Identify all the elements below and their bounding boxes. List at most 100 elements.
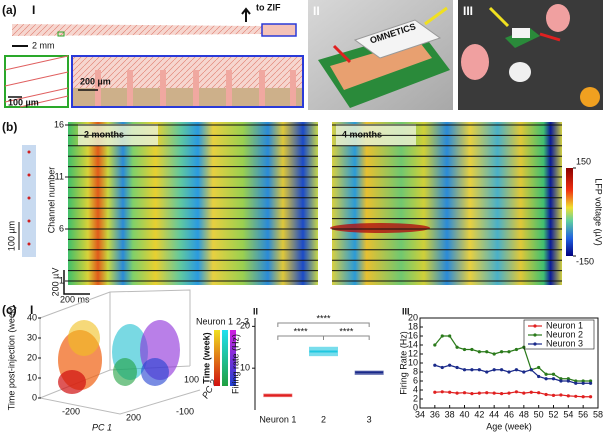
x-tick-label: 2 (321, 414, 326, 424)
z-tick: 0 (32, 392, 37, 402)
y-tick-label: 16 (54, 119, 64, 129)
x-tick-label: 40 (459, 409, 469, 419)
ear (546, 4, 570, 32)
sub-label: III (463, 4, 473, 18)
point (485, 391, 489, 395)
x-tick-label: 3 (367, 414, 372, 424)
point (581, 381, 585, 385)
heatmap-hotspot (330, 223, 430, 233)
heatmap (332, 122, 562, 285)
box-3d (39, 289, 201, 415)
y-tick-label: 2 (413, 393, 418, 403)
scale-label: 200 µm (80, 76, 111, 86)
heatmap-title: 2 months (84, 129, 124, 139)
legend-label: 2 (236, 316, 241, 326)
colorbar-tick: 150 (576, 156, 591, 166)
point (433, 390, 437, 394)
pc2-tick: 100 (184, 374, 199, 384)
point (566, 379, 570, 383)
point (514, 347, 519, 352)
scale-label: 200 ms (60, 294, 90, 304)
point (574, 394, 578, 398)
x-tick-label: Neuron 1 (259, 414, 296, 424)
cluster (68, 320, 100, 356)
point (440, 365, 444, 370)
point (581, 379, 585, 383)
point (477, 391, 481, 395)
point (588, 395, 593, 399)
scale-label: 100 µm (6, 221, 16, 251)
point (522, 391, 526, 395)
scale-label: 2 mm (32, 40, 55, 50)
y-tick-label: 12 (408, 348, 418, 358)
eye (509, 62, 531, 82)
y-axis-label: Firing Rate (Hz) (398, 331, 408, 395)
heatmap (68, 122, 318, 285)
point (588, 379, 593, 383)
arrow (424, 6, 448, 26)
point (537, 365, 541, 370)
significance: **** (316, 313, 331, 323)
series-line (434, 391, 591, 398)
legend-label: 3 (244, 316, 249, 326)
y-tick-label: 20 (240, 321, 250, 331)
x-tick-label: 58 (593, 409, 603, 419)
x-tick-label: 54 (563, 409, 573, 419)
point (559, 377, 563, 381)
point (581, 395, 585, 399)
z-axis-label: Time post-injection (week) (6, 306, 16, 411)
y-tick-label: 4 (413, 384, 418, 394)
point (485, 370, 489, 374)
colorbar-tick: -150 (576, 256, 594, 266)
z-tick: 20 (27, 352, 37, 362)
point (499, 350, 504, 354)
point (559, 379, 563, 383)
bracket (277, 322, 370, 327)
point (551, 393, 556, 397)
sub-label: II (313, 4, 320, 18)
y-tick-label: 18 (408, 321, 418, 331)
point (470, 368, 474, 372)
point (544, 377, 548, 381)
probe-shank (22, 145, 36, 257)
panel-label: (b) (2, 120, 17, 134)
bracket (277, 335, 324, 340)
point (529, 390, 533, 394)
y-tick-label: 6 (413, 375, 418, 385)
point (455, 365, 459, 370)
x-tick-label: 48 (519, 409, 529, 419)
point (477, 350, 481, 354)
legend-label: Neuron 1 (546, 320, 583, 330)
z-tick: 30 (27, 332, 37, 342)
y-tick-label: 1 (59, 275, 64, 285)
traces (68, 124, 562, 282)
y-axis-label: Channel number (46, 167, 56, 234)
y-tick-label: 14 (408, 339, 418, 349)
blue-box (261, 23, 297, 37)
time-bar (214, 330, 220, 386)
x-tick-label: 42 (474, 409, 484, 419)
ear (461, 44, 489, 80)
point (492, 391, 496, 395)
y-tick-label: 10 (408, 357, 418, 367)
point (507, 391, 511, 395)
point (462, 347, 467, 352)
scale-bar (63, 270, 90, 295)
point (529, 368, 533, 372)
point (537, 391, 541, 395)
connector (512, 28, 530, 38)
significance: **** (339, 326, 354, 336)
cluster (58, 370, 86, 394)
point (448, 363, 452, 367)
x-tick-label: 36 (430, 409, 440, 419)
y-tick-label: 0 (413, 402, 418, 412)
cluster (113, 358, 137, 386)
point (485, 350, 489, 354)
y-tick-label: 6 (59, 223, 64, 233)
point (544, 372, 548, 376)
x-tick-label: 46 (504, 409, 514, 419)
point (433, 343, 437, 347)
